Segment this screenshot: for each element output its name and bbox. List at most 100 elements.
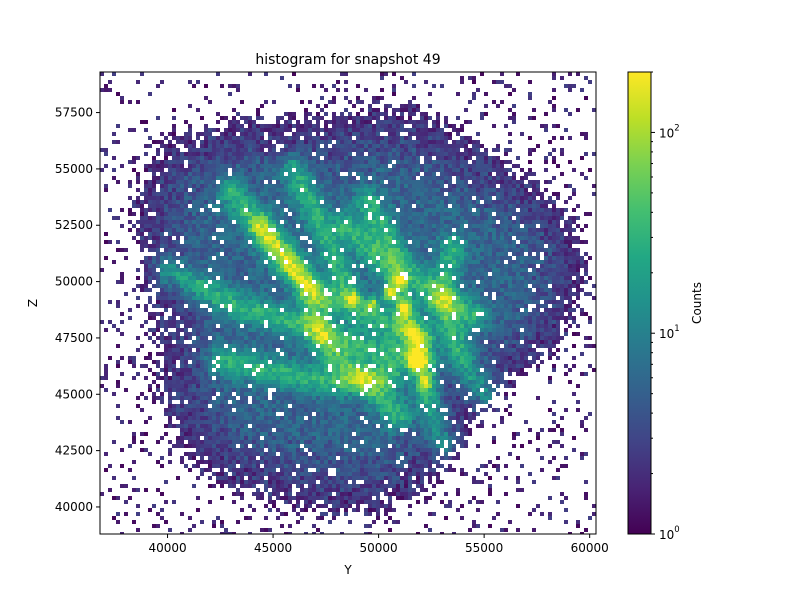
heatmap-cell: [528, 136, 532, 140]
heatmap-cell: [192, 312, 196, 316]
heatmap-cell: [292, 172, 296, 176]
heatmap-cell: [168, 196, 172, 200]
heatmap-cell: [348, 236, 352, 240]
heatmap-cell: [520, 276, 524, 280]
heatmap-cell: [264, 216, 268, 220]
heatmap-cell: [280, 224, 284, 228]
heatmap-cell: [308, 252, 312, 256]
heatmap-cell: [200, 276, 204, 280]
heatmap-cell: [428, 252, 432, 256]
heatmap-cell: [552, 268, 556, 272]
heatmap-cell: [500, 168, 504, 172]
heatmap-cell: [488, 156, 492, 160]
heatmap-cell: [460, 200, 464, 204]
heatmap-cell: [284, 292, 288, 296]
heatmap-cell: [416, 292, 420, 296]
heatmap-cell: [524, 296, 528, 300]
heatmap-cell: [548, 308, 552, 312]
heatmap-cell: [364, 132, 368, 136]
heatmap-cell: [168, 152, 172, 156]
heatmap-cell: [416, 304, 420, 308]
heatmap-cell: [364, 248, 368, 252]
heatmap-cell: [220, 284, 224, 288]
heatmap-cell: [228, 136, 232, 140]
heatmap-cell: [440, 136, 444, 140]
heatmap-cell: [144, 188, 148, 192]
heatmap-cell: [216, 252, 220, 256]
heatmap-cell: [296, 192, 300, 196]
heatmap-cell: [532, 244, 536, 248]
heatmap-cell: [364, 88, 368, 92]
heatmap-cell: [392, 308, 396, 312]
heatmap-cell: [532, 180, 536, 184]
heatmap-cell: [184, 188, 188, 192]
heatmap-cell: [484, 300, 488, 304]
heatmap-cell: [308, 256, 312, 260]
heatmap-cell: [576, 256, 580, 260]
heatmap-cell: [460, 280, 464, 284]
heatmap-cell: [200, 272, 204, 276]
heatmap-cell: [384, 200, 388, 204]
heatmap-cell: [196, 232, 200, 236]
heatmap-cell: [320, 288, 324, 292]
heatmap-cell: [212, 224, 216, 228]
heatmap-cell: [196, 192, 200, 196]
heatmap-cell: [544, 156, 548, 160]
heatmap-cell: [416, 240, 420, 244]
heatmap-cell: [340, 128, 344, 132]
heatmap-cell: [192, 236, 196, 240]
heatmap-cell: [500, 236, 504, 240]
heatmap-cell: [460, 136, 464, 140]
heatmap-cell: [376, 216, 380, 220]
heatmap-cell: [360, 184, 364, 188]
heatmap-cell: [104, 240, 108, 244]
heatmap-cell: [252, 284, 256, 288]
heatmap-cell: [500, 252, 504, 256]
heatmap-cell: [228, 268, 232, 272]
heatmap-cell: [532, 116, 536, 120]
heatmap-cell: [340, 268, 344, 272]
heatmap-cell: [360, 244, 364, 248]
heatmap-cell: [580, 256, 584, 260]
heatmap-cell: [152, 140, 156, 144]
heatmap-cell: [272, 196, 276, 200]
heatmap-cell: [296, 180, 300, 184]
heatmap-cell: [464, 184, 468, 188]
heatmap-cell: [208, 168, 212, 172]
heatmap-cell: [352, 128, 356, 132]
heatmap-cell: [508, 244, 512, 248]
heatmap-cell: [488, 236, 492, 240]
heatmap-cell: [296, 304, 300, 308]
heatmap-cell: [256, 316, 260, 320]
heatmap-cell: [244, 236, 248, 240]
heatmap-cell: [360, 196, 364, 200]
heatmap-cell: [432, 304, 436, 308]
heatmap-cell: [568, 216, 572, 220]
heatmap-cell: [180, 228, 184, 232]
heatmap-cell: [280, 300, 284, 304]
heatmap-cell: [252, 144, 256, 148]
heatmap-cell: [276, 192, 280, 196]
heatmap-cell: [572, 208, 576, 212]
heatmap-cell: [544, 204, 548, 208]
heatmap-cell: [304, 128, 308, 132]
heatmap-cell: [432, 148, 436, 152]
heatmap-cell: [368, 276, 372, 280]
heatmap-cell: [320, 196, 324, 200]
heatmap-cell: [420, 288, 424, 292]
heatmap-cell: [408, 136, 412, 140]
heatmap-cell: [536, 228, 540, 232]
heatmap-cell: [156, 228, 160, 232]
heatmap-cell: [316, 144, 320, 148]
heatmap-cell: [480, 256, 484, 260]
heatmap-cell: [384, 124, 388, 128]
heatmap-cell: [576, 268, 580, 272]
heatmap-cell: [236, 140, 240, 144]
heatmap-cell: [496, 164, 500, 168]
heatmap-cell: [460, 300, 464, 304]
heatmap-cell: [404, 296, 408, 300]
heatmap-cell: [388, 308, 392, 312]
heatmap-cell: [440, 248, 444, 252]
heatmap-cell: [580, 132, 584, 136]
heatmap-cell: [392, 92, 396, 96]
